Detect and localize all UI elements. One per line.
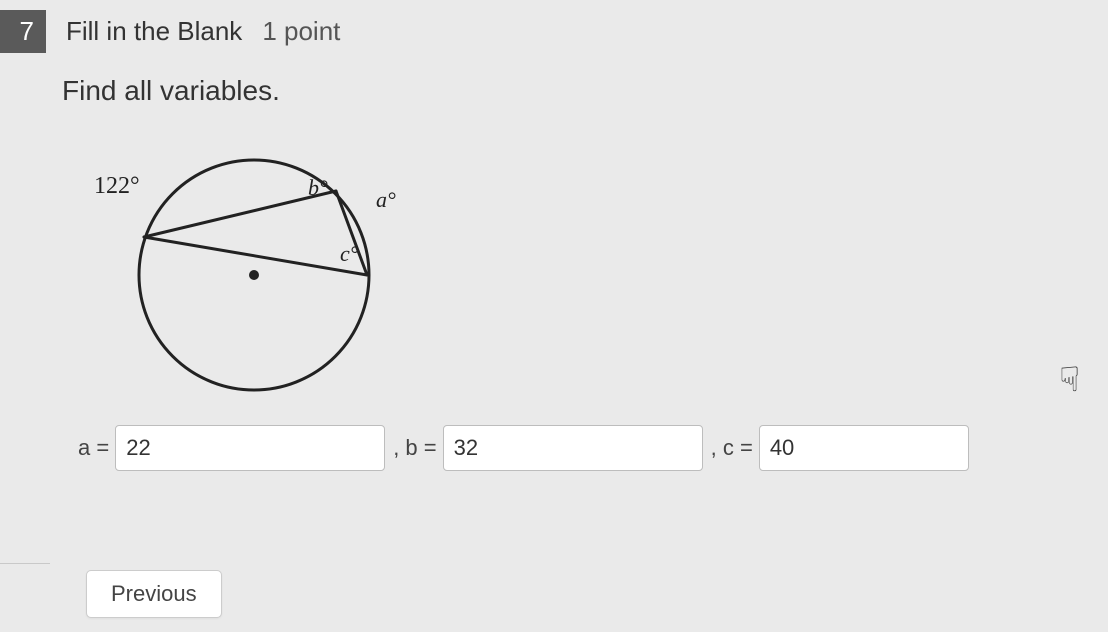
answer-a-group: a =: [78, 425, 385, 471]
pointer-cursor-icon: ☟: [1059, 360, 1080, 400]
question-prompt: Find all variables.: [62, 75, 1108, 107]
question-header: 7 Fill in the Blank 1 point: [0, 0, 1108, 53]
previous-button[interactable]: Previous: [86, 570, 222, 618]
answer-c-label: , c =: [711, 435, 753, 461]
svg-text:a°: a°: [376, 187, 396, 212]
answer-a-input[interactable]: [115, 425, 385, 471]
answer-c-input[interactable]: [759, 425, 969, 471]
answer-b-group: , b =: [393, 425, 702, 471]
answer-b-label: , b =: [393, 435, 436, 461]
svg-text:122°: 122°: [94, 173, 140, 199]
svg-text:c°: c°: [340, 241, 359, 266]
geometry-diagram: 122° b° a° c°: [74, 125, 414, 395]
answer-b-input[interactable]: [443, 425, 703, 471]
diagram-svg: 122° b° a° c°: [74, 125, 414, 395]
answer-c-group: , c =: [711, 425, 969, 471]
svg-text:b°: b°: [308, 175, 328, 200]
question-points: 1 point: [262, 16, 340, 47]
footer-rule: [0, 563, 50, 564]
answers-row: a = , b = , c =: [78, 425, 1108, 471]
answer-a-label: a =: [78, 435, 109, 461]
question-number-badge: 7: [0, 10, 46, 53]
question-type: Fill in the Blank: [66, 16, 242, 47]
